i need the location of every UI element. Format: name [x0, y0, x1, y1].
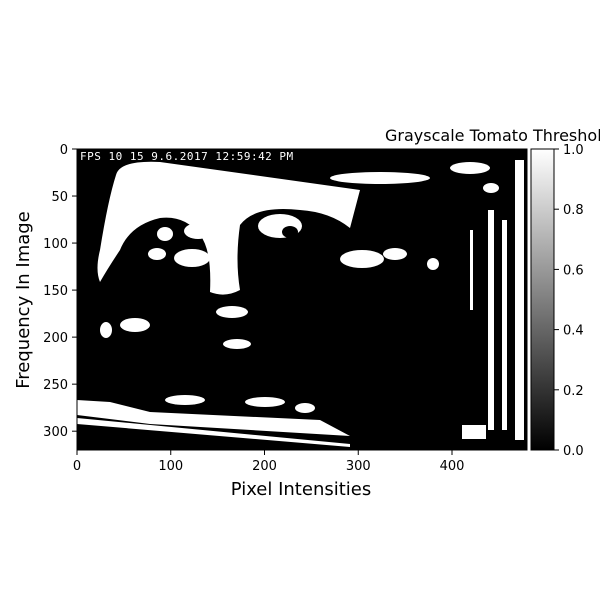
colorbar [530, 148, 555, 451]
image-timestamp-text: FPS 10 15 9.6.2017 12:59:42 PM [80, 150, 294, 163]
image-frame [76, 148, 528, 451]
colorbar-tick-label: 1.0 [563, 143, 584, 158]
y-tick-label: 0 [60, 143, 68, 158]
y-axis-ticks: 0 50 100 150 200 250 300 [43, 143, 77, 440]
x-axis-label: Pixel Intensities [231, 479, 372, 500]
y-tick-label: 300 [43, 425, 68, 440]
colorbar-ticks: 0.0 0.2 0.4 0.6 0.8 1.0 [554, 143, 584, 459]
y-tick-label: 100 [43, 237, 68, 252]
y-tick-label: 150 [43, 284, 68, 299]
x-tick-label: 0 [73, 459, 81, 474]
colorbar-tick-label: 0.6 [563, 263, 584, 278]
y-tick-label: 50 [51, 190, 68, 205]
x-axis-ticks: 0 100 200 300 400 [73, 450, 465, 474]
y-tick-label: 200 [43, 331, 68, 346]
x-tick-label: 100 [158, 459, 183, 474]
colorbar-tick-label: 0.2 [563, 384, 584, 399]
x-tick-label: 200 [252, 459, 277, 474]
chart-title: Grayscale Tomato Threshold [385, 126, 600, 145]
y-tick-label: 250 [43, 378, 68, 393]
x-tick-label: 400 [440, 459, 465, 474]
colorbar-tick-label: 0.8 [563, 203, 584, 218]
y-axis-label: Frequency In Image [13, 211, 34, 389]
x-tick-label: 300 [346, 459, 371, 474]
colorbar-tick-label: 0.4 [563, 324, 584, 339]
colorbar-tick-label: 0.0 [563, 444, 584, 459]
threshold-image [77, 149, 527, 450]
